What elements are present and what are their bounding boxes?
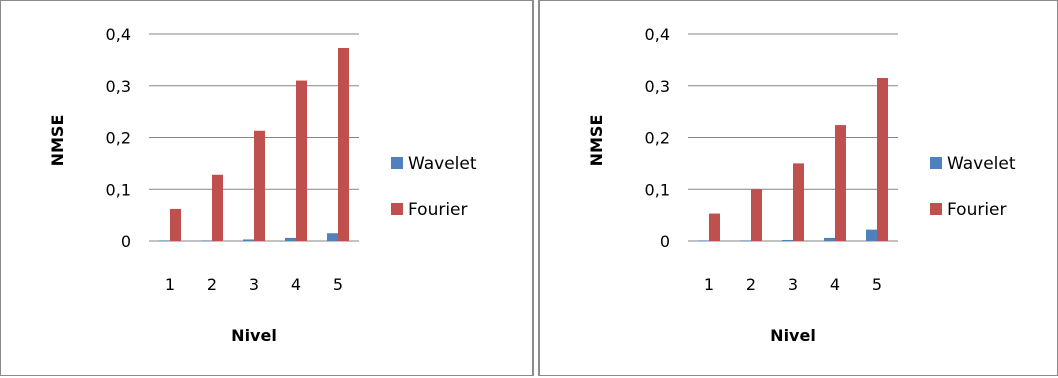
x-tick-label: 3 bbox=[788, 275, 798, 294]
bar-fourier bbox=[751, 189, 762, 241]
bar-wavelet bbox=[285, 237, 296, 241]
bar-fourier bbox=[338, 47, 349, 241]
bar-wavelet bbox=[243, 239, 254, 241]
bar-fourier bbox=[877, 77, 888, 241]
chart-left: 0 0,1 0,2 0,3 0,4 1 2 3 4 5 Nivel NMSE Wavelet Fourie… bbox=[48, 25, 477, 345]
bar-wavelet bbox=[866, 229, 877, 241]
bar-fourier bbox=[835, 125, 846, 241]
legend-label-fourier: Fourier bbox=[947, 200, 1007, 220]
bar-wavelet bbox=[824, 237, 835, 241]
x-axis-title: Nivel bbox=[770, 326, 816, 345]
y-tick-label: 0,2 bbox=[106, 129, 131, 148]
bar-fourier bbox=[254, 130, 265, 241]
x-axis-title: Nivel bbox=[231, 326, 277, 345]
legend-label-wavelet: Wavelet bbox=[408, 154, 477, 174]
y-tick-label: 0,1 bbox=[645, 180, 670, 199]
y-tick-label: 0,4 bbox=[106, 25, 131, 44]
chart-panel-right: 0 0,1 0,2 0,3 0,4 1 2 3 4 5 Nivel NMSE Wavelet Fourie… bbox=[538, 0, 1058, 376]
x-tick-label: 1 bbox=[704, 275, 714, 294]
chart-panel-left: 0 0,1 0,2 0,3 0,4 1 2 3 4 5 Nivel NMSE Wavelet Fourie… bbox=[0, 0, 534, 376]
bar-fourier bbox=[212, 174, 223, 241]
legend-label-fourier: Fourier bbox=[408, 200, 468, 220]
y-tick-label: 0 bbox=[121, 232, 131, 251]
legend-swatch-wavelet bbox=[391, 157, 403, 169]
y-axis-title: NMSE bbox=[48, 115, 67, 167]
y-tick-label: 0,4 bbox=[645, 25, 670, 44]
bar-fourier bbox=[709, 213, 720, 241]
x-tick-label: 2 bbox=[207, 275, 217, 294]
bar-wavelet bbox=[159, 240, 170, 241]
bar-wavelet bbox=[782, 239, 793, 241]
bar-wavelet bbox=[201, 240, 212, 241]
x-tick-label: 5 bbox=[333, 275, 343, 294]
legend-label-wavelet: Wavelet bbox=[947, 154, 1016, 174]
y-tick-label: 0,3 bbox=[645, 77, 670, 96]
x-tick-label: 3 bbox=[249, 275, 259, 294]
x-tick-label: 2 bbox=[746, 275, 756, 294]
x-tick-label: 4 bbox=[291, 275, 301, 294]
y-tick-label: 0 bbox=[660, 232, 670, 251]
y-axis-title: NMSE bbox=[587, 115, 606, 167]
legend-swatch-fourier bbox=[391, 203, 403, 215]
chart-right: 0 0,1 0,2 0,3 0,4 1 2 3 4 5 Nivel NMSE Wavelet Fourie… bbox=[587, 25, 1016, 345]
y-tick-label: 0,1 bbox=[106, 180, 131, 199]
legend-swatch-fourier bbox=[930, 203, 942, 215]
bar-wavelet bbox=[698, 240, 709, 241]
bar-fourier bbox=[793, 163, 804, 241]
y-tick-label: 0,2 bbox=[645, 129, 670, 148]
bar-fourier bbox=[296, 80, 307, 241]
bar-wavelet bbox=[740, 240, 751, 241]
bar-wavelet bbox=[327, 233, 338, 241]
x-tick-label: 4 bbox=[830, 275, 840, 294]
x-tick-label: 5 bbox=[872, 275, 882, 294]
x-tick-label: 1 bbox=[165, 275, 175, 294]
y-tick-label: 0,3 bbox=[106, 77, 131, 96]
legend-swatch-wavelet bbox=[930, 157, 942, 169]
bar-fourier bbox=[170, 208, 181, 241]
